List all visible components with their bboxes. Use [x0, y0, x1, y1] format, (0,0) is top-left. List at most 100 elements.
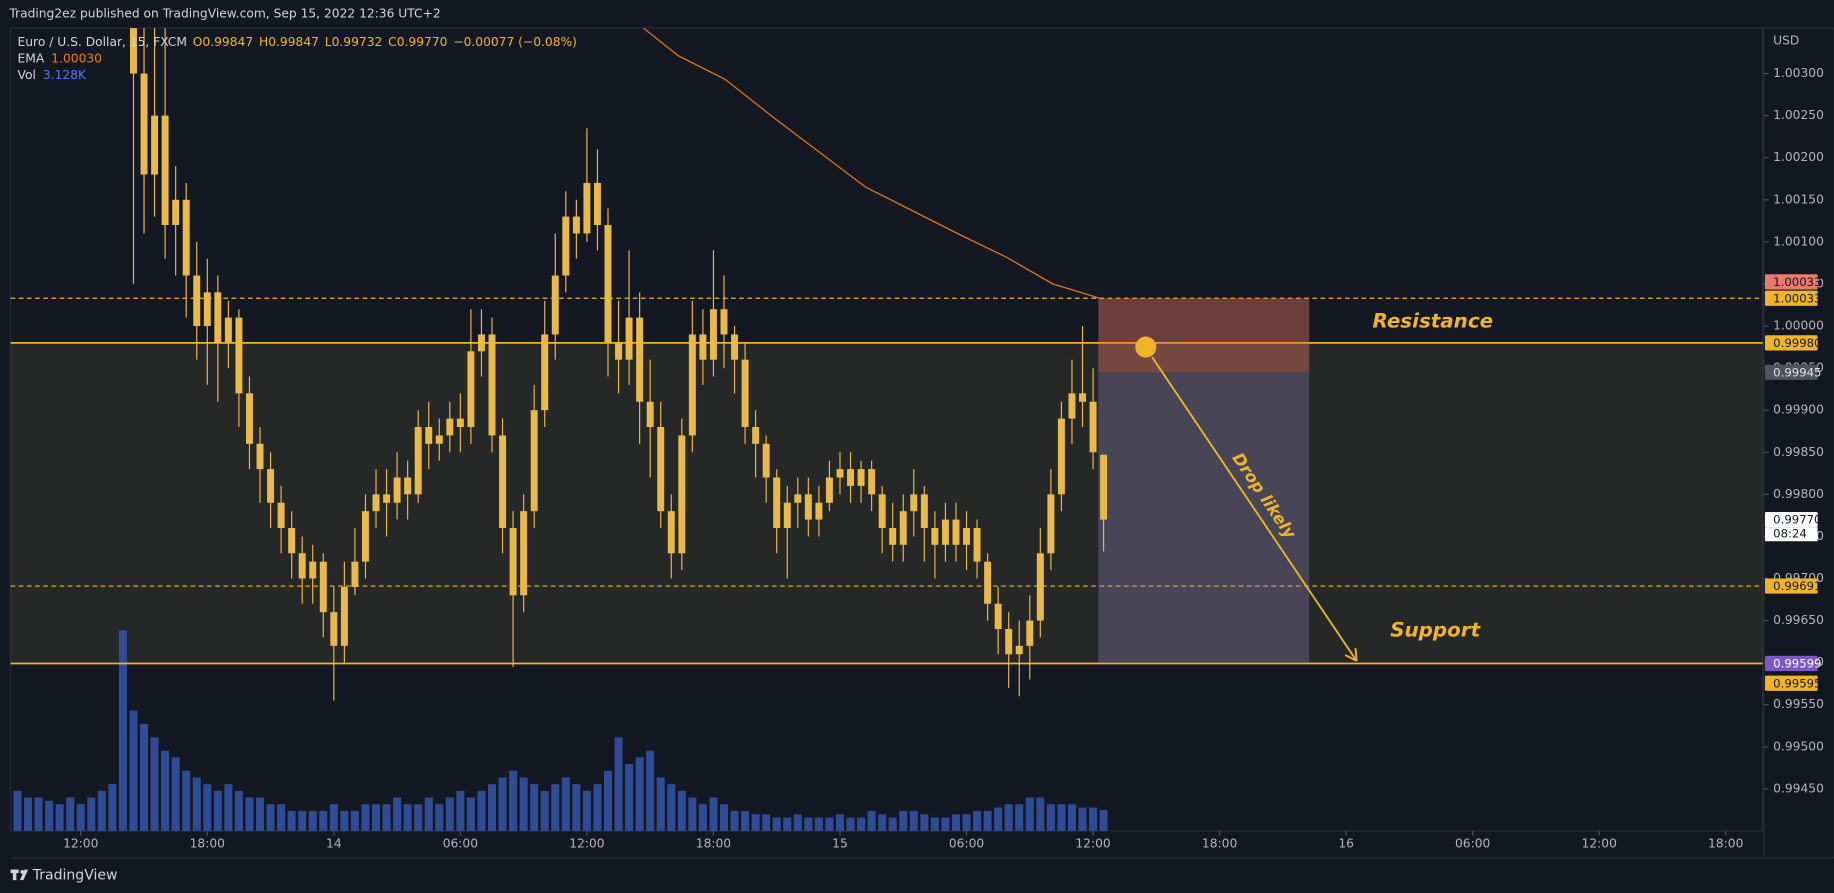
volume-bar: [477, 790, 486, 831]
target-box: [1098, 372, 1310, 664]
candle-body: [499, 435, 507, 528]
price-label: 1.00033: [1773, 291, 1821, 305]
candle-body: [509, 527, 517, 596]
ema-value: 1.00030: [51, 51, 102, 65]
volume-bar: [751, 814, 760, 831]
candle-body: [699, 334, 707, 360]
price-label-bg: [1764, 335, 1818, 351]
volume-bar: [361, 804, 370, 831]
candle-body: [625, 317, 633, 360]
arrow-head: [1354, 648, 1358, 662]
price-label-bg: [1764, 578, 1818, 594]
candle-body: [847, 469, 855, 486]
volume-bar: [719, 804, 728, 831]
candle-body: [488, 334, 496, 436]
candle-body: [256, 443, 264, 470]
volume-bar: [182, 770, 191, 831]
symbol-title: Euro / U.S. Dollar, 15, FXCM: [18, 35, 187, 49]
arrow-line: [1151, 356, 1358, 662]
x-tick-label: 06:00: [949, 836, 984, 850]
candle-body: [709, 309, 717, 360]
candle-body: [804, 494, 812, 520]
volume-bar: [97, 790, 106, 831]
candle-body: [340, 586, 348, 646]
price-label-bg: [1764, 274, 1818, 290]
candle-body: [952, 519, 960, 545]
volume-bar: [319, 810, 328, 831]
volume-bar: [445, 797, 454, 831]
volume-bar: [909, 810, 918, 831]
candle-body: [267, 469, 275, 503]
volume-bar: [213, 790, 222, 831]
candle-body: [825, 477, 833, 503]
price-label: 1.00033: [1773, 275, 1821, 289]
volume-bar: [498, 777, 507, 831]
candle-body: [773, 477, 781, 528]
legend-volume: Vol 3.128K: [18, 67, 87, 81]
y-tick-label: 0.99800: [1773, 487, 1824, 501]
volume-bar: [487, 784, 497, 831]
volume-bar: [762, 814, 771, 831]
volume-bar: [867, 810, 876, 831]
volume-bar: [983, 810, 992, 831]
volume-bar: [888, 817, 897, 831]
x-tick-label: 18:00: [1708, 836, 1743, 850]
price-label-bg: [1764, 290, 1818, 306]
volume-bar: [1089, 807, 1098, 831]
volume-bar: [846, 817, 855, 831]
candle-body: [414, 427, 422, 495]
candle-body: [372, 494, 380, 512]
price-label: 0.99595: [1773, 676, 1821, 690]
volume-bar: [857, 817, 866, 831]
candle-body: [752, 427, 760, 444]
volume-bar: [308, 810, 317, 831]
candle-body: [551, 275, 559, 335]
price-label-bg: [1764, 364, 1818, 380]
volume-bar: [55, 804, 64, 831]
entry-point: [1135, 336, 1157, 358]
candle-body: [298, 553, 306, 579]
volume-bar: [962, 814, 971, 831]
volume-bar: [350, 810, 359, 831]
volume-bar: [994, 807, 1003, 831]
price-axis: [1763, 27, 1834, 859]
candle-body: [920, 494, 928, 528]
legend-high: H0.99847: [259, 35, 319, 49]
volume-bar: [930, 817, 939, 831]
candle-body: [277, 502, 285, 528]
volume-bar: [13, 790, 22, 831]
y-tick-label: 0.99450: [1773, 781, 1824, 795]
volume-bar: [540, 790, 549, 831]
legend-change: −0.00077 (−0.08%): [453, 35, 577, 49]
volume-bar: [741, 810, 750, 831]
candle-body: [720, 309, 728, 335]
volume-bar: [519, 777, 528, 831]
footer-logo: [10, 869, 29, 881]
candle-body: [572, 216, 580, 234]
candle-body: [1079, 393, 1086, 402]
candle-body: [224, 317, 232, 343]
candle-body: [741, 359, 749, 428]
volume-bar: [793, 814, 802, 831]
y-tick-label: 1.00200: [1773, 150, 1824, 164]
volume-bar: [466, 797, 475, 831]
x-tick-label: 18:00: [696, 836, 731, 850]
candle-body: [425, 427, 433, 444]
volume-bar: [973, 810, 982, 831]
volume-bar: [277, 804, 286, 831]
volume-bar: [878, 814, 887, 831]
candle-body: [1015, 645, 1023, 655]
candle-body: [984, 561, 992, 604]
x-tick-label: 16: [1338, 836, 1354, 850]
countdown-bg: [1764, 527, 1818, 542]
y-tick-label: 0.99900: [1773, 403, 1824, 417]
volume-bar: [129, 710, 138, 831]
candle-body: [235, 317, 243, 394]
candle-body: [762, 443, 770, 478]
candle-body: [941, 519, 949, 545]
volume-bar: [1099, 810, 1108, 831]
volume-bar: [698, 804, 707, 831]
candle-body: [172, 199, 180, 226]
candle-body: [657, 427, 665, 512]
